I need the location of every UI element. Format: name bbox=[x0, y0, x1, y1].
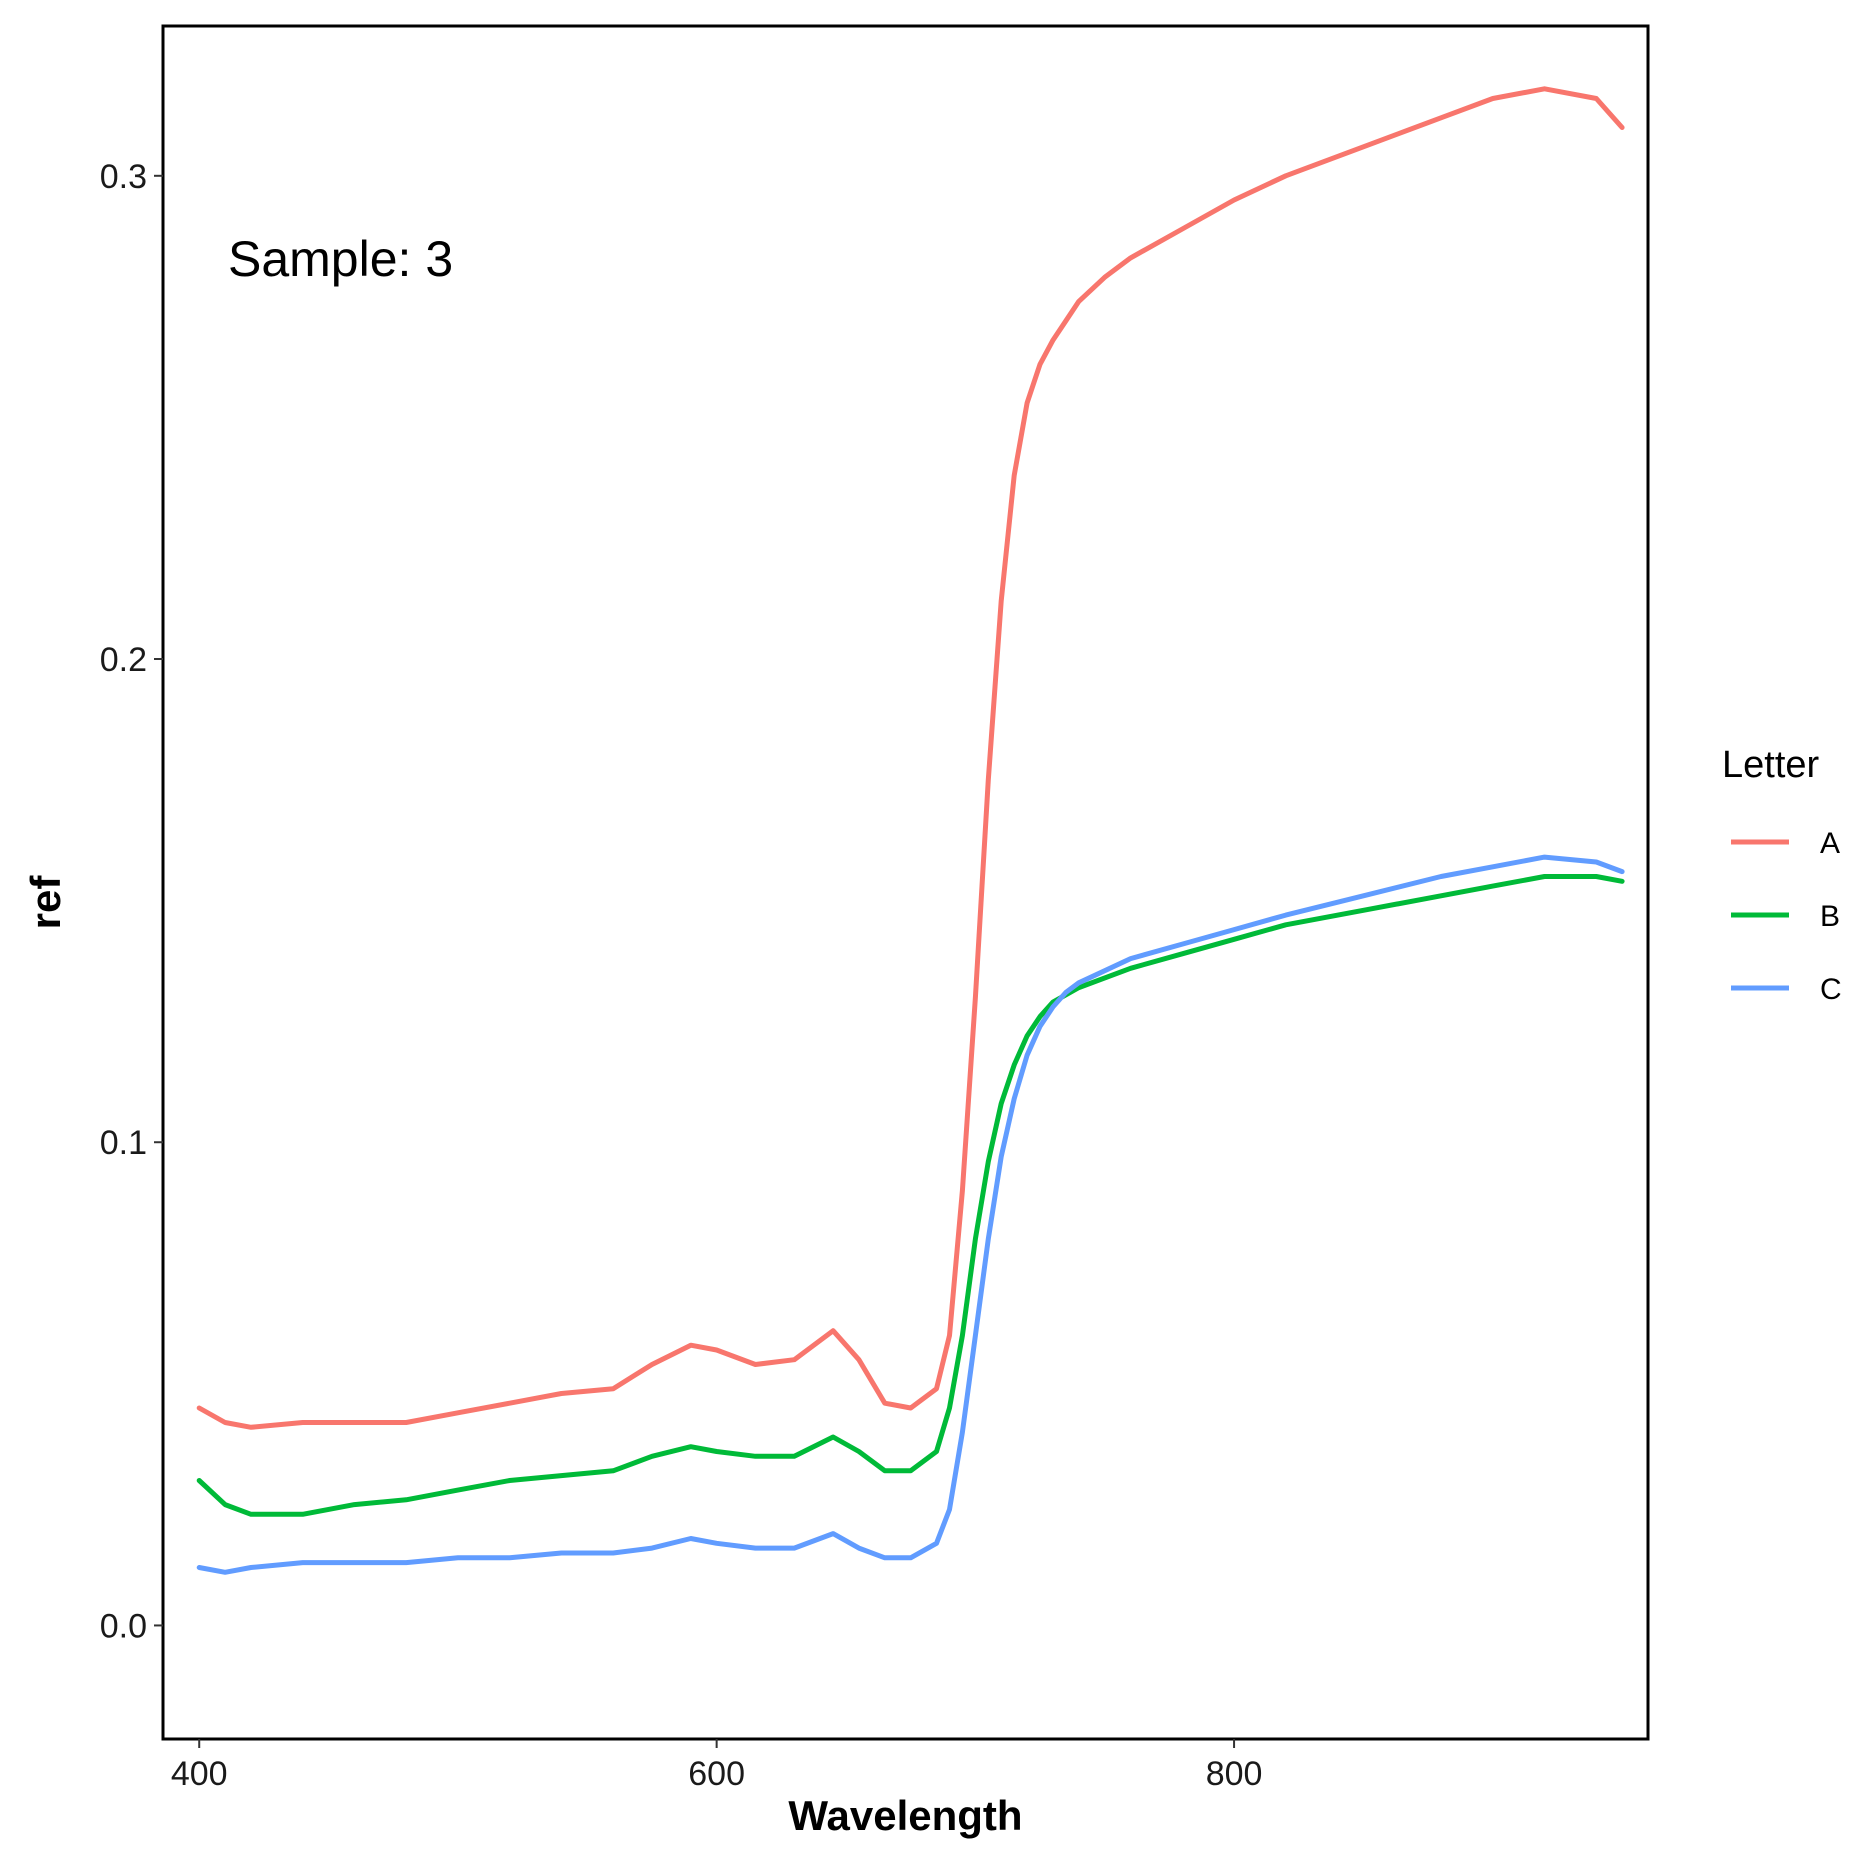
series-line-b bbox=[196, 874, 1625, 1517]
legend-title: Letter bbox=[1722, 744, 1820, 786]
plot-panel-border bbox=[161, 24, 1650, 1741]
y-tick-label: 0.3 bbox=[100, 158, 147, 196]
y-tick-label: 0.1 bbox=[100, 1124, 147, 1162]
series-line-c bbox=[196, 854, 1625, 1575]
x-tick-label: 600 bbox=[688, 1755, 745, 1793]
y-axis: 0.0 0.1 0.2 0.3 bbox=[100, 158, 163, 1645]
plot-panel bbox=[161, 24, 1650, 1741]
x-tick-label: 800 bbox=[1206, 1755, 1263, 1793]
legend-label-b: B bbox=[1820, 900, 1840, 933]
legend-label-c: C bbox=[1820, 973, 1842, 1006]
legend: Letter A B C bbox=[1722, 744, 1842, 1006]
x-axis: 400 600 800 bbox=[171, 1739, 1263, 1793]
x-axis-title: Wavelength bbox=[788, 1792, 1022, 1839]
series-layer bbox=[196, 86, 1625, 1575]
series-line-a bbox=[196, 86, 1625, 1430]
y-axis-title: ref bbox=[22, 875, 69, 930]
x-tick-label: 400 bbox=[171, 1755, 228, 1793]
sample-annotation: Sample: 3 bbox=[228, 231, 453, 287]
y-tick-label: 0.0 bbox=[100, 1607, 147, 1645]
y-tick-label: 0.2 bbox=[100, 641, 147, 679]
legend-label-a: A bbox=[1820, 827, 1840, 860]
